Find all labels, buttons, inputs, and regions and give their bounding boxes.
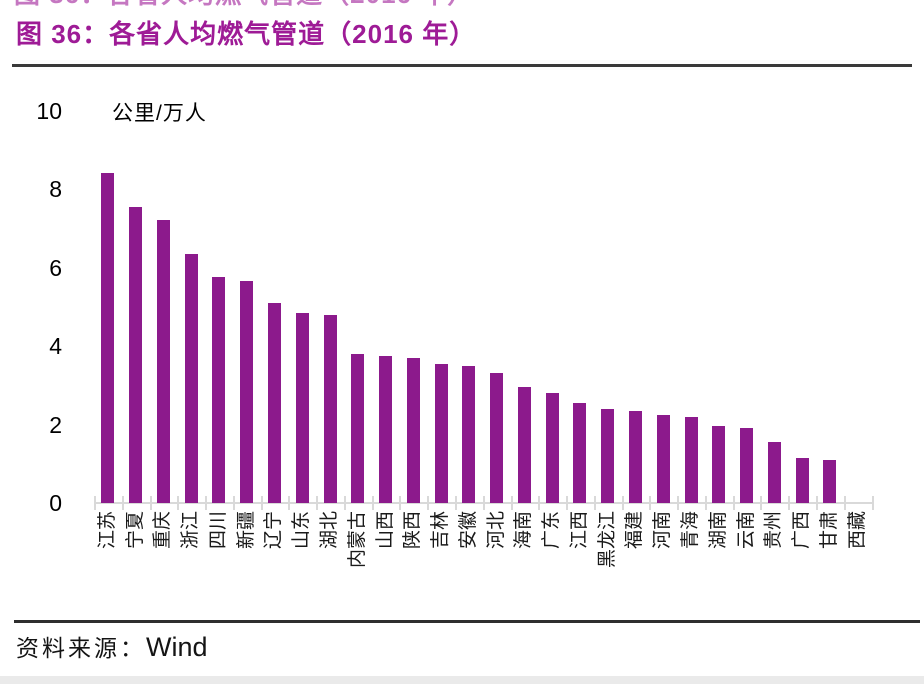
clipped-text-artifact: 图 36：各省人均燃气管道（2016 年）: [14, 0, 914, 7]
y-axis-unit-label: 公里/万人: [112, 102, 207, 125]
x-axis-label: 黑龙江: [596, 511, 618, 569]
figure-title: 图 36：各省人均燃气管道（2016 年）: [16, 19, 477, 49]
x-axis-label: 河北: [485, 511, 507, 550]
bar: [823, 459, 837, 503]
x-axis-label: 浙江: [180, 511, 202, 550]
x-axis-label: 云南: [735, 511, 757, 550]
x-axis-label: 重庆: [152, 511, 174, 550]
x-axis-label: 安徽: [457, 511, 479, 550]
bar: [684, 416, 698, 503]
x-axis-label: 甘肃: [818, 511, 840, 550]
x-axis-label: 吉林: [430, 511, 452, 550]
bar: [795, 457, 809, 503]
title-divider: [12, 64, 912, 67]
x-axis-label: 湖北: [319, 511, 341, 550]
bar: [295, 312, 309, 503]
x-axis-label: 湖南: [707, 511, 729, 550]
y-tick-label: 4: [49, 333, 62, 359]
x-axis-label: 江苏: [96, 511, 118, 550]
clipped-text: 图 36：各省人均燃气管道（2016 年）: [14, 0, 914, 7]
x-axis-label: 内蒙古: [346, 511, 368, 569]
x-axis-label: 宁夏: [124, 511, 146, 550]
x-axis-line: [94, 502, 872, 504]
x-axis-label: 贵州: [763, 511, 785, 550]
x-axis-label: 青海: [680, 511, 701, 550]
bar: [267, 302, 281, 503]
source-value: Wind: [146, 632, 208, 662]
bar: [323, 314, 337, 503]
y-tick-label: 2: [49, 411, 62, 438]
footer-divider: [14, 620, 920, 623]
x-axis-label: 广东: [541, 511, 563, 550]
x-axis-label: 山西: [374, 511, 396, 550]
x-axis-label: 西藏: [846, 511, 868, 550]
bar: [212, 277, 226, 503]
y-tick-label: 10: [36, 97, 62, 124]
x-axis-label: 陕西: [402, 511, 424, 550]
y-tick-label: 6: [49, 254, 62, 281]
x-axis-label: 新疆: [235, 511, 257, 550]
bar: [740, 428, 754, 503]
source-label: 资料来源：: [16, 635, 146, 661]
bar: [712, 426, 726, 503]
x-axis-label: 海南: [513, 511, 535, 550]
x-axis-label: 福建: [624, 511, 646, 550]
bar: [184, 253, 198, 503]
bar: [517, 387, 531, 503]
bar: [240, 281, 254, 503]
bar: [767, 442, 781, 503]
bar: [656, 414, 670, 503]
x-axis-label: 广西: [791, 511, 813, 550]
page-edge-strip: [0, 676, 924, 684]
bar: [406, 357, 420, 503]
bar: [462, 365, 476, 503]
bar: [545, 393, 559, 503]
bar: [434, 363, 448, 503]
x-axis-label: 辽宁: [263, 511, 285, 550]
bar: [379, 355, 393, 503]
y-tick-label: 8: [49, 176, 62, 202]
bar: [351, 353, 365, 503]
bar: [573, 402, 587, 503]
source-line: 资料来源：Wind: [16, 629, 208, 663]
bar: [601, 408, 615, 503]
bar: [628, 410, 642, 503]
bar: [156, 220, 170, 503]
x-axis-label: 山东: [291, 511, 313, 550]
x-axis-tick: [871, 496, 874, 510]
bar: [490, 373, 504, 503]
y-tick-label: 0: [49, 490, 62, 516]
x-axis-label: 江西: [568, 511, 590, 550]
bar: [129, 206, 143, 503]
x-axis-label: 河南: [652, 511, 674, 550]
x-axis-label: 四川: [207, 511, 229, 550]
bar: [101, 173, 115, 503]
